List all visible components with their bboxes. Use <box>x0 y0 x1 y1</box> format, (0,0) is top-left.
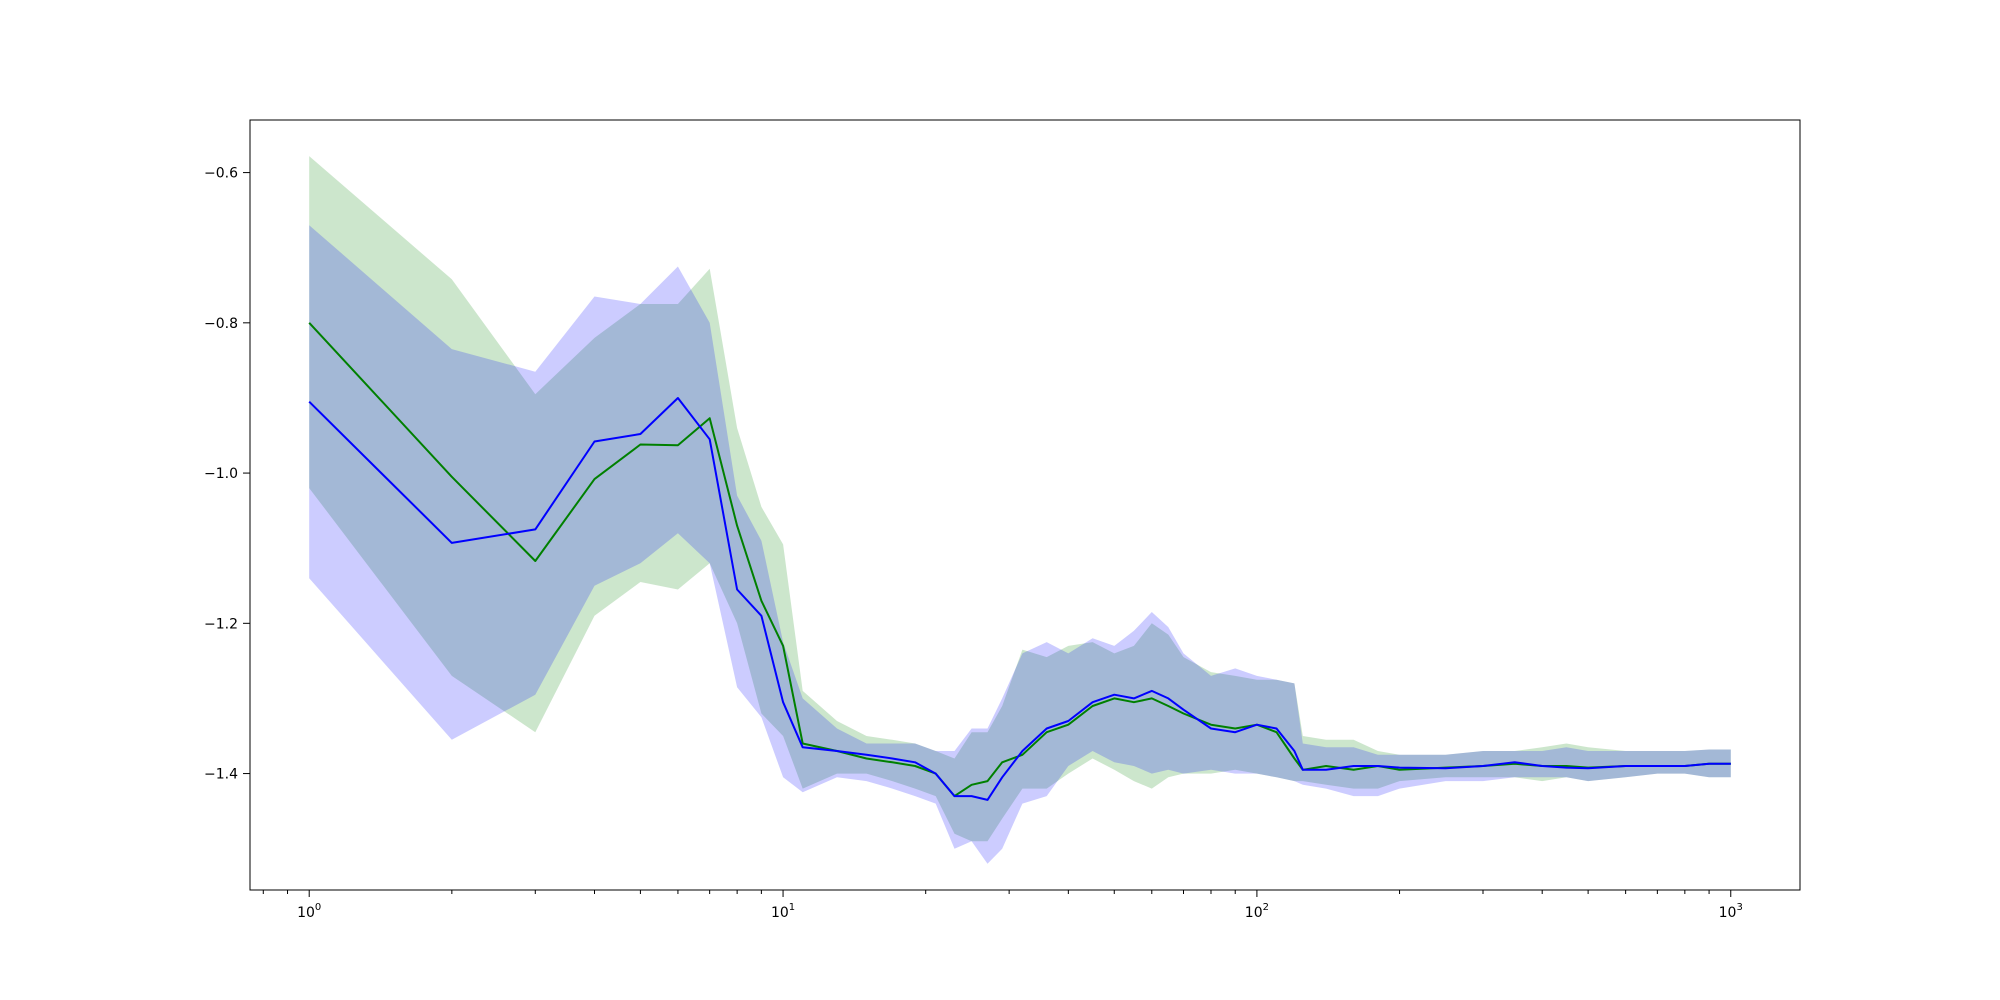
x-tick-label: 102 <box>1245 902 1269 921</box>
y-tick-label: −1.4 <box>204 767 238 783</box>
y-tick-label: −0.8 <box>204 316 238 332</box>
y-tick-label: −1.2 <box>204 616 238 632</box>
series-lines <box>308 322 1731 801</box>
line-series-2 <box>308 397 1731 801</box>
x-axis: 100 101 102 103 <box>262 890 1743 921</box>
y-axis: −0.6 −0.8 −1.0 −1.2 −1.4 <box>204 166 250 783</box>
band-series-1 <box>309 156 1731 842</box>
x-tick-label: 103 <box>1719 902 1743 921</box>
y-tick-label: −1.0 <box>204 466 238 482</box>
y-tick-label: −0.6 <box>204 166 238 182</box>
line-series-1 <box>308 322 1731 798</box>
band-series-2 <box>309 225 1731 864</box>
x-tick-label: 100 <box>297 902 321 921</box>
plot-area-frame <box>249 119 1801 891</box>
confidence-bands <box>309 156 1731 864</box>
x-tick-label: 101 <box>771 902 795 921</box>
